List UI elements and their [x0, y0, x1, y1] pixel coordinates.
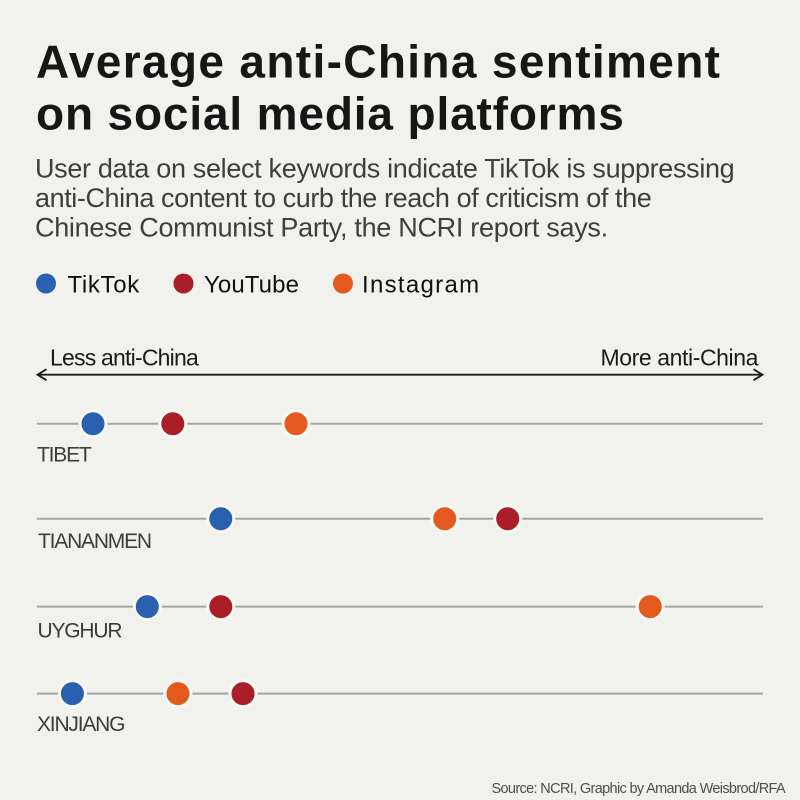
- svg-text:TIBET: TIBET: [37, 443, 92, 466]
- svg-text:More anti-China: More anti-China: [601, 344, 759, 370]
- svg-text:User data on select keywords i: User data on select keywords indicate Ti…: [35, 154, 734, 184]
- svg-text:Average anti-China sentiment: Average anti-China sentiment: [36, 36, 721, 88]
- svg-text:Source: NCRI, Graphic by Amand: Source: NCRI, Graphic by Amanda Weisbrod…: [492, 781, 786, 797]
- svg-text:TIANANMEN: TIANANMEN: [38, 530, 151, 553]
- svg-text:TikTok: TikTok: [68, 272, 141, 299]
- svg-text:Chinese Communist Party, the N: Chinese Communist Party, the NCRI report…: [35, 212, 608, 242]
- svg-text:Instagram: Instagram: [362, 272, 480, 299]
- svg-text:UYGHUR: UYGHUR: [38, 619, 123, 642]
- svg-text:anti-China content to curb the: anti-China content to curb the reach of …: [35, 183, 651, 213]
- svg-text:XINJIANG: XINJIANG: [37, 713, 124, 736]
- svg-text:on social media platforms: on social media platforms: [36, 88, 625, 140]
- svg-text:Less anti-China: Less anti-China: [50, 344, 199, 370]
- svg-text:YouTube: YouTube: [204, 272, 299, 299]
